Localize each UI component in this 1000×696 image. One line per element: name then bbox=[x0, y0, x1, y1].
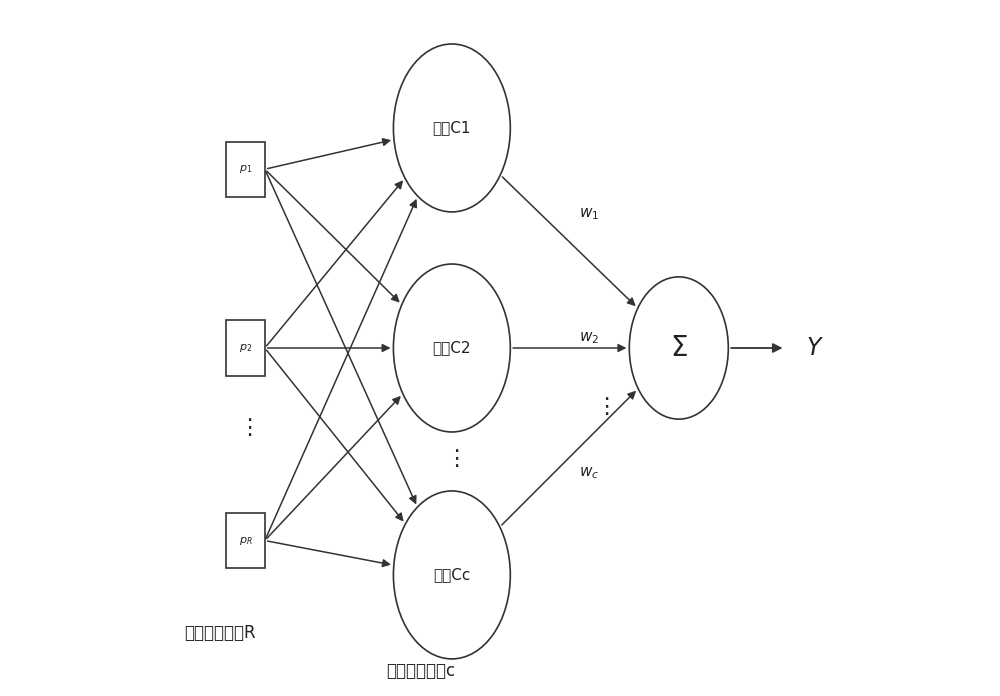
Text: $w_c$: $w_c$ bbox=[579, 466, 599, 481]
FancyBboxPatch shape bbox=[226, 141, 265, 197]
Text: $w_2$: $w_2$ bbox=[579, 330, 599, 345]
FancyBboxPatch shape bbox=[226, 320, 265, 376]
Text: $w_1$: $w_1$ bbox=[579, 206, 599, 222]
Text: $\vdots$: $\vdots$ bbox=[595, 395, 609, 418]
Ellipse shape bbox=[393, 491, 510, 659]
Text: 中心C2: 中心C2 bbox=[433, 340, 471, 356]
Text: $\vdots$: $\vdots$ bbox=[445, 447, 459, 469]
Ellipse shape bbox=[393, 44, 510, 212]
Text: 隐含层大小为c: 隐含层大小为c bbox=[386, 662, 455, 680]
Text: $Y$: $Y$ bbox=[806, 336, 824, 360]
Ellipse shape bbox=[393, 264, 510, 432]
Text: 中心C1: 中心C1 bbox=[433, 120, 471, 136]
Text: $\vdots$: $\vdots$ bbox=[238, 416, 253, 438]
Text: $p_1$: $p_1$ bbox=[239, 163, 252, 175]
Text: 输入层大小为R: 输入层大小为R bbox=[184, 624, 255, 642]
FancyBboxPatch shape bbox=[226, 513, 265, 568]
Text: $p_R$: $p_R$ bbox=[239, 535, 252, 546]
Ellipse shape bbox=[629, 277, 728, 419]
Text: $p_2$: $p_2$ bbox=[239, 342, 252, 354]
Text: Σ: Σ bbox=[670, 334, 688, 362]
Text: 中心Cc: 中心Cc bbox=[433, 567, 471, 583]
